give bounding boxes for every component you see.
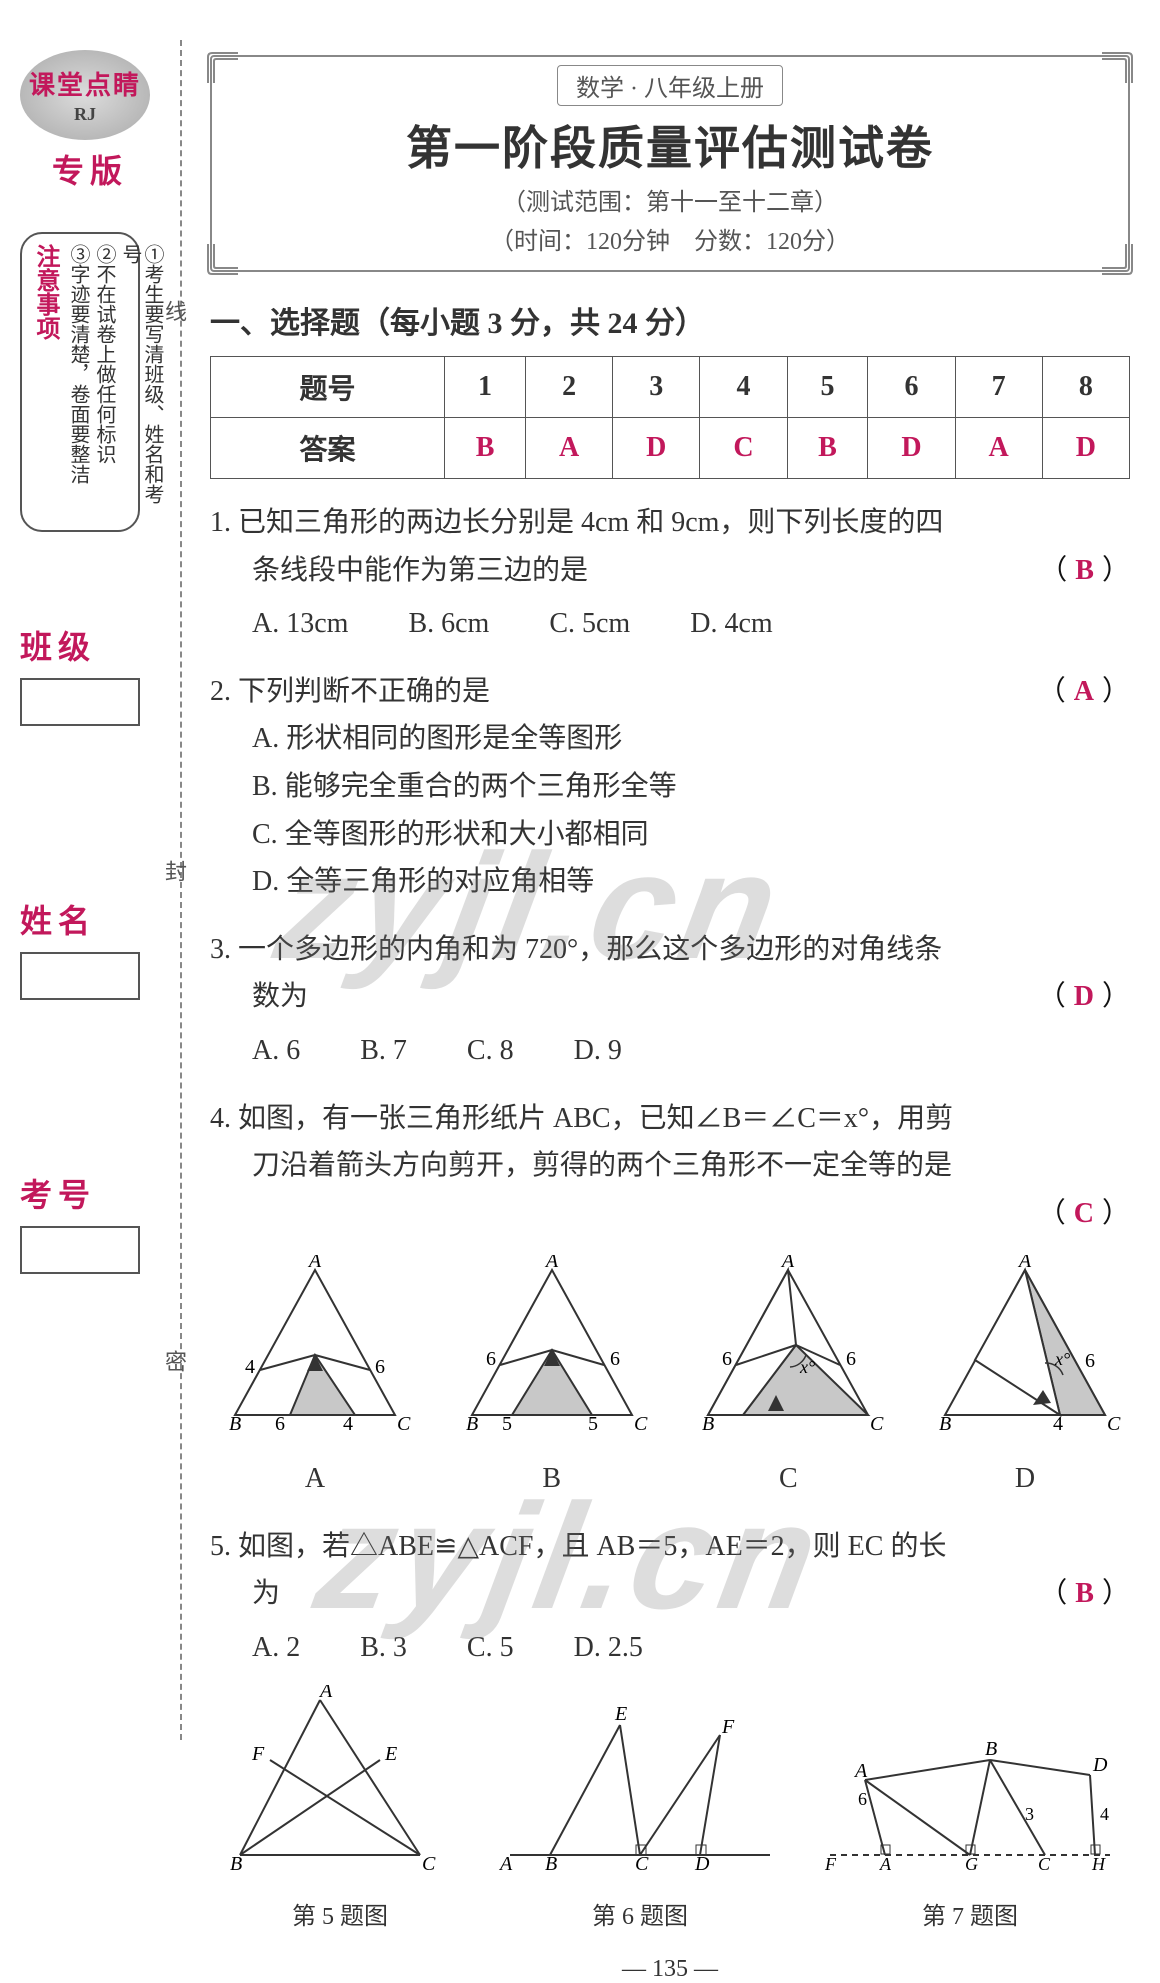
brand-edition: 专版 <box>20 146 160 192</box>
svg-text:C: C <box>1038 1854 1051 1874</box>
svg-text:B: B <box>230 1853 242 1875</box>
fold-marker-bottom: 密 <box>158 1350 190 1372</box>
name-label: 姓名 <box>20 896 160 942</box>
svg-text:4: 4 <box>343 1413 353 1435</box>
svg-text:B: B <box>545 1853 557 1875</box>
svg-text:B: B <box>985 1738 997 1760</box>
svg-text:4: 4 <box>245 1356 255 1378</box>
svg-text:A: A <box>780 1255 795 1272</box>
notes-label: 注意事项 <box>28 244 63 520</box>
section1-title: 一、选择题（每小题 3 分，共 24 分） <box>210 298 1130 342</box>
svg-text:4: 4 <box>1100 1804 1109 1824</box>
paper-range: （测试范围：第十一至十二章） <box>224 182 1116 217</box>
svg-text:6: 6 <box>846 1348 856 1370</box>
svg-text:4: 4 <box>1053 1413 1063 1435</box>
brand-title: 课堂点睛 <box>29 65 141 102</box>
question-3: 3. 一个多边形的内角和为 720°，那么这个多边形的对角线条 数为 （D） A… <box>210 926 1130 1075</box>
svg-text:F: F <box>251 1743 265 1765</box>
exam-notes: 注意事项 ③字迹要清楚，卷面要整洁 ②不在试卷上做任何标识 ①考生要写清班级、姓… <box>20 232 140 532</box>
corner-deco <box>1100 51 1134 85</box>
svg-text:6: 6 <box>858 1789 867 1809</box>
svg-text:C: C <box>1107 1413 1121 1435</box>
fold-line <box>180 40 182 1740</box>
note-line: ②不在试卷上做任何标识 <box>93 244 115 520</box>
question-5: 5. 如图，若△ABE≌△ACF，且 AB＝5，AE＝2，则 EC 的长 为 （… <box>210 1523 1130 1938</box>
fold-marker-mid: 封 <box>158 860 190 882</box>
subject-chip: 数学 · 八年级上册 <box>557 65 783 106</box>
q6-figure: A B C D E F 第 6 题图 <box>490 1685 790 1937</box>
note-line: ①考生要写清班级、姓名和考号 <box>119 244 163 520</box>
svg-text:B: B <box>702 1413 714 1435</box>
corner-deco <box>206 51 240 85</box>
svg-text:B: B <box>466 1413 478 1435</box>
svg-text:E: E <box>384 1743 397 1765</box>
svg-text:A: A <box>307 1255 322 1272</box>
brand-sub: RJ <box>74 104 96 125</box>
paper-time: （时间：120分钟 分数：120分） <box>224 221 1116 256</box>
table-ans-label: 答案 <box>211 418 445 479</box>
svg-text:B: B <box>939 1413 951 1435</box>
svg-text:E: E <box>614 1703 627 1725</box>
svg-text:B: B <box>229 1413 241 1435</box>
table-head-label: 题号 <box>211 357 445 418</box>
svg-text:D: D <box>694 1853 710 1875</box>
id-label: 考号 <box>20 1170 160 1216</box>
name-input[interactable] <box>20 952 140 1000</box>
fold-marker-top: 线 <box>158 300 190 322</box>
q4-fig-b: A B C 6 6 5 5 B <box>447 1255 657 1502</box>
corner-deco <box>1100 242 1134 276</box>
svg-text:A: A <box>853 1760 868 1782</box>
paper-title: 第一阶段质量评估测试卷 <box>224 112 1116 178</box>
class-label: 班级 <box>20 622 160 668</box>
svg-text:A: A <box>498 1853 513 1875</box>
note-line: ③字迹要清楚，卷面要整洁 <box>67 244 89 520</box>
svg-text:A: A <box>544 1255 559 1272</box>
svg-text:6: 6 <box>1085 1350 1095 1372</box>
question-1: 1. 已知三角形的两边长分别是 4cm 和 9cm，则下列长度的四 条线段中能作… <box>210 499 1130 648</box>
svg-text:5: 5 <box>588 1413 598 1435</box>
q5-figure: A B C F E 第 5 题图 <box>210 1685 470 1937</box>
page-number: 135 <box>652 1956 688 1982</box>
answer-table: 题号 1 2 3 4 5 6 7 8 答案 B A D C B D A D <box>210 356 1130 479</box>
question-2: 2. 下列判断不正确的是 （A） A. 形状相同的图形是全等图形 B. 能够完全… <box>210 668 1130 906</box>
brand-logo: 课堂点睛 RJ <box>20 50 150 140</box>
q4-fig-c: x° A B C 6 6 C <box>683 1255 893 1502</box>
svg-text:A: A <box>1017 1255 1032 1272</box>
svg-text:6: 6 <box>486 1348 496 1370</box>
svg-text:C: C <box>397 1413 411 1435</box>
svg-text:C: C <box>635 1853 649 1875</box>
svg-text:6: 6 <box>722 1348 732 1370</box>
question-4: 4. 如图，有一张三角形纸片 ABC，已知∠B＝∠C＝x°，用剪 刀沿着箭头方向… <box>210 1095 1130 1503</box>
paper-header: 数学 · 八年级上册 第一阶段质量评估测试卷 （测试范围：第十一至十二章） （时… <box>210 55 1130 272</box>
svg-text:A: A <box>318 1685 333 1702</box>
table-row: 题号 1 2 3 4 5 6 7 8 <box>211 357 1130 418</box>
svg-text:A: A <box>879 1854 892 1874</box>
svg-text:C: C <box>870 1413 884 1435</box>
svg-text:C: C <box>422 1853 436 1875</box>
q4-fig-d: x° A B C 6 4 D <box>920 1255 1130 1502</box>
svg-text:G: G <box>965 1854 978 1874</box>
svg-text:3: 3 <box>1025 1804 1034 1824</box>
svg-text:x°: x° <box>1054 1349 1070 1369</box>
svg-text:6: 6 <box>610 1348 620 1370</box>
svg-text:H: H <box>1091 1854 1106 1874</box>
q4-fig-a: A B C 4 6 6 4 A <box>210 1255 420 1502</box>
svg-text:6: 6 <box>275 1413 285 1435</box>
svg-text:C: C <box>634 1413 648 1435</box>
svg-text:F: F <box>721 1716 735 1738</box>
svg-text:D: D <box>1092 1754 1108 1776</box>
svg-text:6: 6 <box>375 1356 385 1378</box>
id-input[interactable] <box>20 1226 140 1274</box>
svg-text:5: 5 <box>502 1413 512 1435</box>
table-row: 答案 B A D C B D A D <box>211 418 1130 479</box>
svg-text:F: F <box>824 1854 837 1874</box>
svg-text:x°: x° <box>799 1357 815 1377</box>
corner-deco <box>206 242 240 276</box>
class-input[interactable] <box>20 678 140 726</box>
q7-figure: A B D F A G C H 6 3 4 第 7 题图 <box>810 1685 1130 1937</box>
